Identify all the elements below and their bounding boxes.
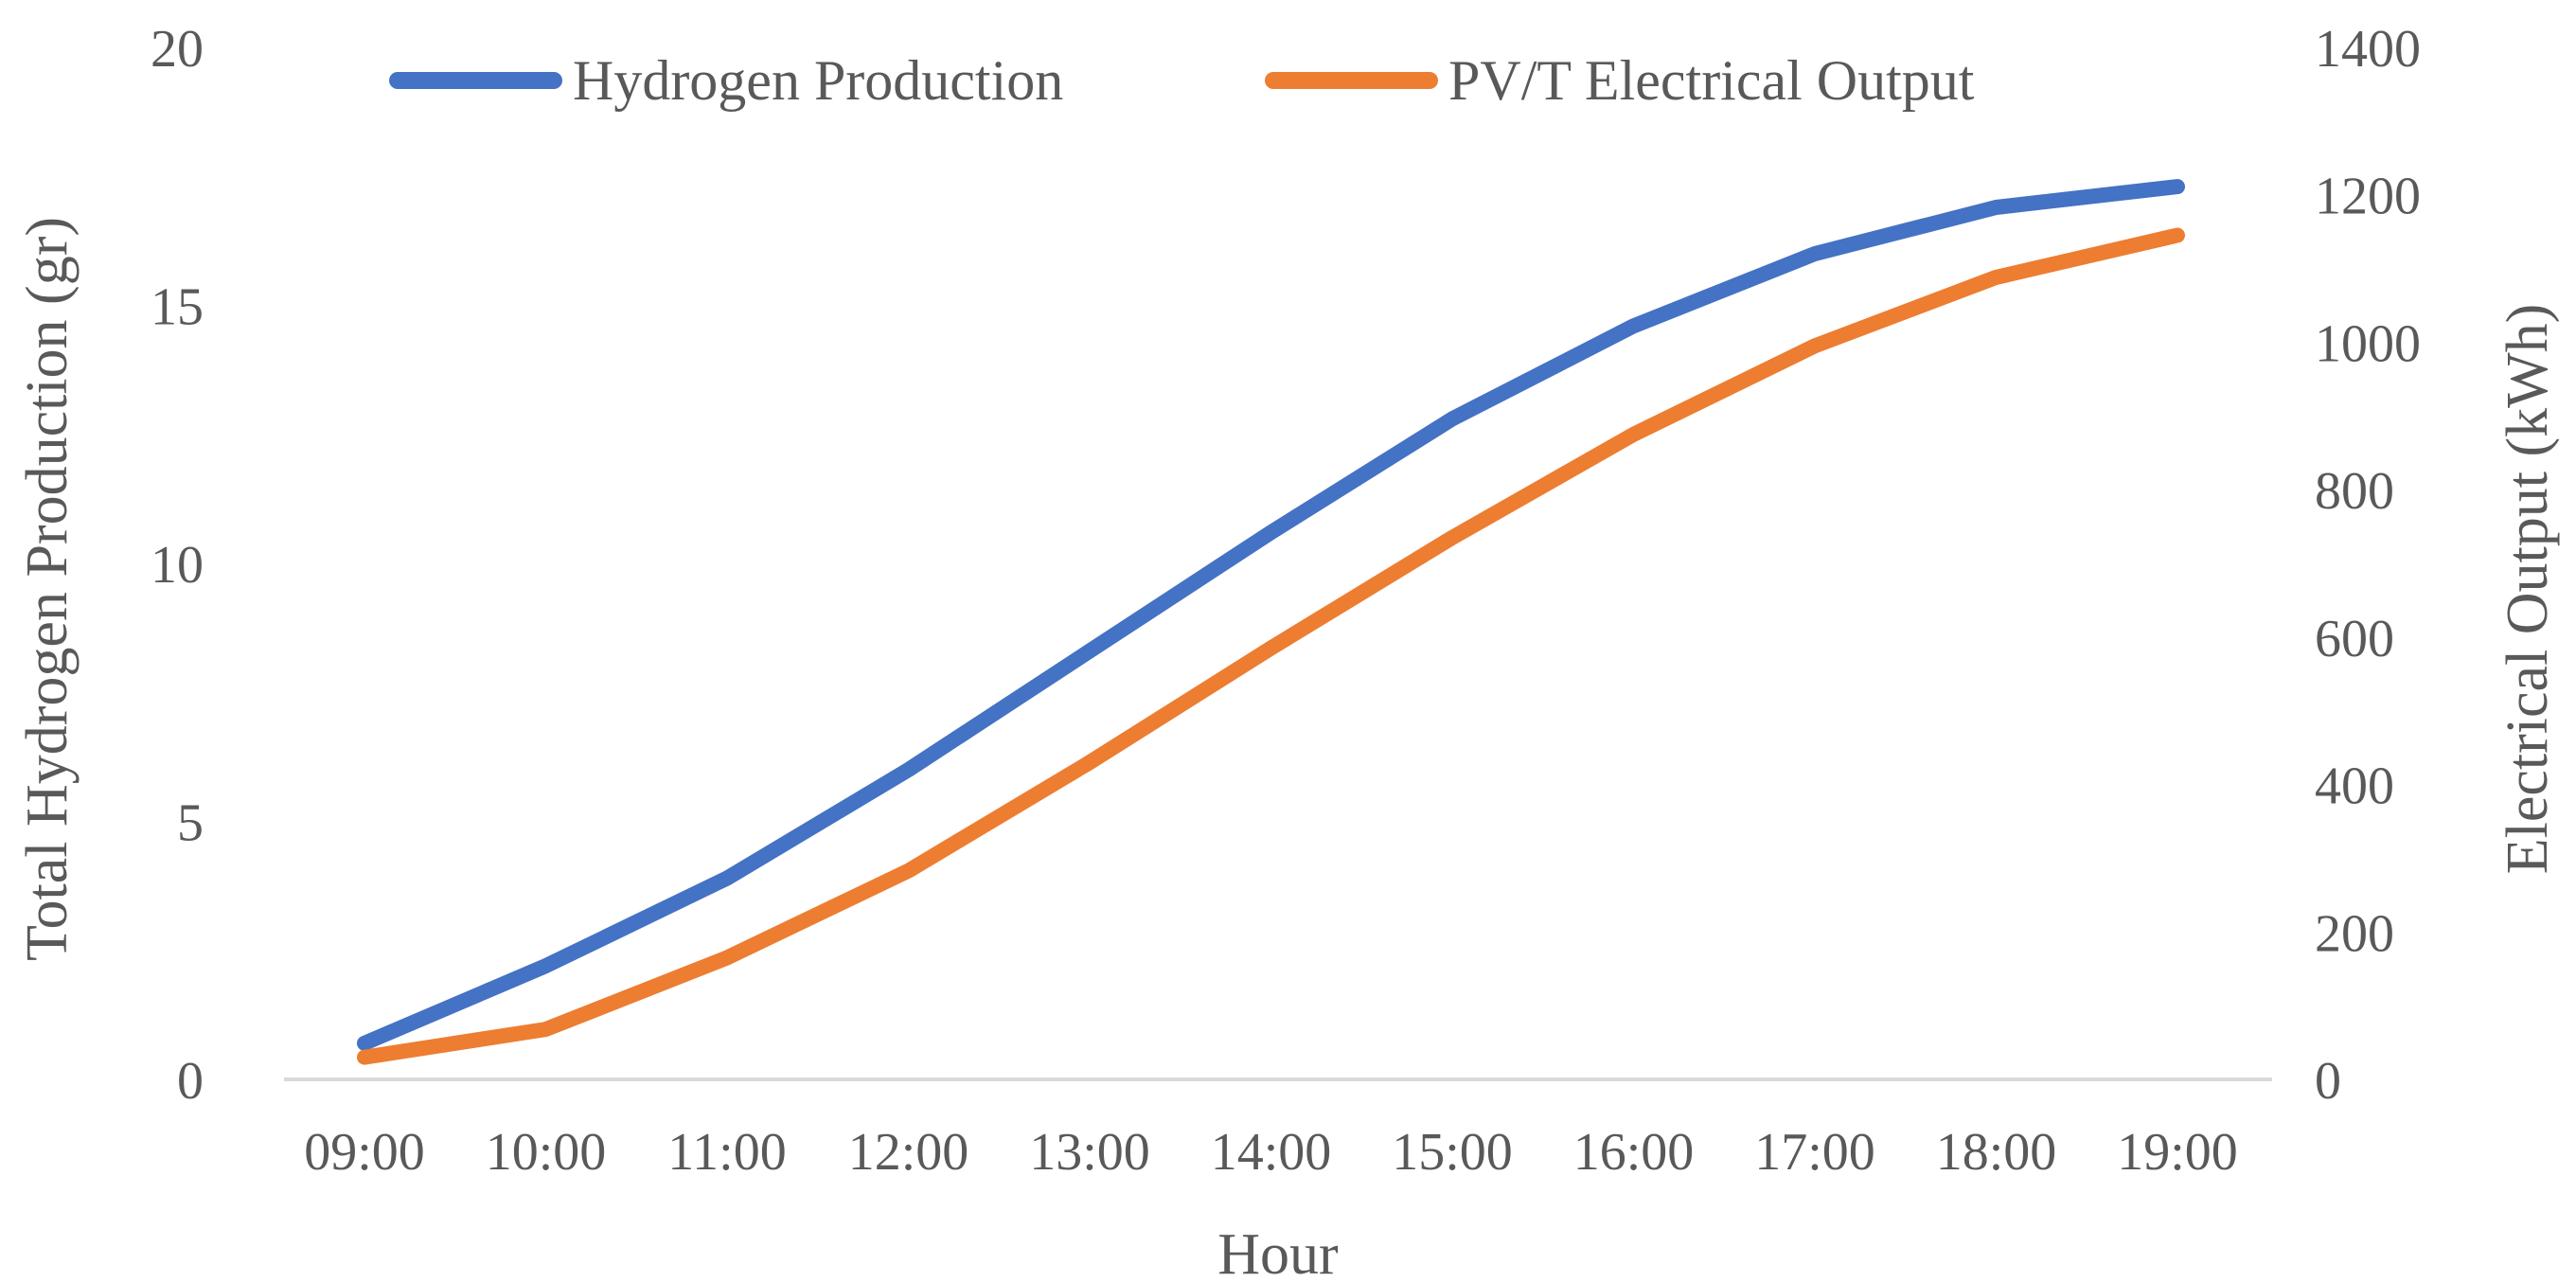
data-point-pv-t-electrical-output [908, 870, 909, 872]
left-y-tick-label: 0 [177, 1052, 204, 1111]
x-tick-label: 19:00 [2117, 1123, 2238, 1182]
right-y-tick-label: 1400 [2315, 20, 2421, 79]
x-tick-label: 17:00 [1754, 1123, 1875, 1182]
data-point-pv-t-electrical-output [1814, 345, 1816, 347]
x-tick-label: 18:00 [1936, 1123, 2057, 1182]
data-point-pv-t-electrical-output [545, 1028, 546, 1030]
data-point-pv-t-electrical-output [1633, 434, 1634, 436]
data-point-hydrogen-production [1270, 531, 1271, 533]
x-tick-label: 10:00 [486, 1123, 607, 1182]
x-tick-label: 09:00 [304, 1123, 425, 1182]
data-point-pv-t-electrical-output [1996, 276, 1997, 278]
data-point-pv-t-electrical-output [2176, 235, 2178, 237]
data-point-hydrogen-production [1089, 650, 1091, 652]
left-y-axis-ticks: 0 5 10 15 20 [151, 20, 204, 1111]
data-point-pv-t-electrical-output [726, 957, 728, 959]
x-tick-label: 14:00 [1211, 1123, 1332, 1182]
right-y-tick-label: 0 [2315, 1052, 2341, 1111]
left-y-tick-label: 15 [151, 278, 204, 337]
left-y-tick-label: 20 [151, 20, 204, 79]
data-point-hydrogen-production [1633, 325, 1634, 327]
left-y-tick-label: 5 [177, 794, 204, 853]
right-y-tick-label: 1200 [2315, 168, 2421, 226]
right-y-tick-label: 400 [2315, 757, 2394, 816]
data-point-hydrogen-production [364, 1042, 365, 1044]
right-y-tick-label: 1000 [2315, 314, 2421, 373]
legend: Hydrogen Production PV/T Electrical Outp… [389, 49, 1975, 112]
data-point-hydrogen-production [1996, 206, 1997, 208]
right-y-axis-title: Electrical Output (kWh) [2496, 304, 2560, 875]
right-y-tick-label: 800 [2315, 462, 2394, 521]
data-point-hydrogen-production [908, 769, 909, 771]
x-tick-label: 16:00 [1573, 1123, 1695, 1182]
legend-label-pvt-electrical-output: PV/T Electrical Output [1448, 49, 1975, 112]
left-y-tick-label: 10 [151, 536, 204, 595]
x-tick-label: 12:00 [848, 1123, 969, 1182]
left-y-axis-title: Total Hydrogen Production (gr) [15, 217, 80, 961]
right-y-tick-label: 600 [2315, 610, 2394, 668]
series-lines [357, 179, 2185, 1065]
x-tick-label: 15:00 [1392, 1123, 1513, 1182]
data-point-pv-t-electrical-output [1451, 537, 1453, 539]
right-y-tick-label: 200 [2315, 904, 2394, 963]
data-point-pv-t-electrical-output [364, 1057, 365, 1059]
legend-label-hydrogen-production: Hydrogen Production [573, 49, 1063, 112]
x-axis-title: Hour [1217, 1222, 1339, 1282]
data-point-hydrogen-production [1814, 253, 1816, 255]
right-y-axis-ticks: 0 200 400 600 800 1000 1200 1400 [2315, 20, 2421, 1111]
x-tick-label: 11:00 [667, 1123, 786, 1182]
data-point-hydrogen-production [1451, 418, 1453, 419]
data-point-hydrogen-production [545, 965, 546, 967]
data-point-hydrogen-production [726, 877, 728, 879]
x-axis-ticks: 09:00 10:00 11:00 12:00 13:00 14:00 15:00 16:00… [304, 1123, 2238, 1182]
data-point-pv-t-electrical-output [1089, 761, 1091, 763]
x-tick-label: 13:00 [1029, 1123, 1150, 1182]
data-point-pv-t-electrical-output [1270, 648, 1271, 650]
